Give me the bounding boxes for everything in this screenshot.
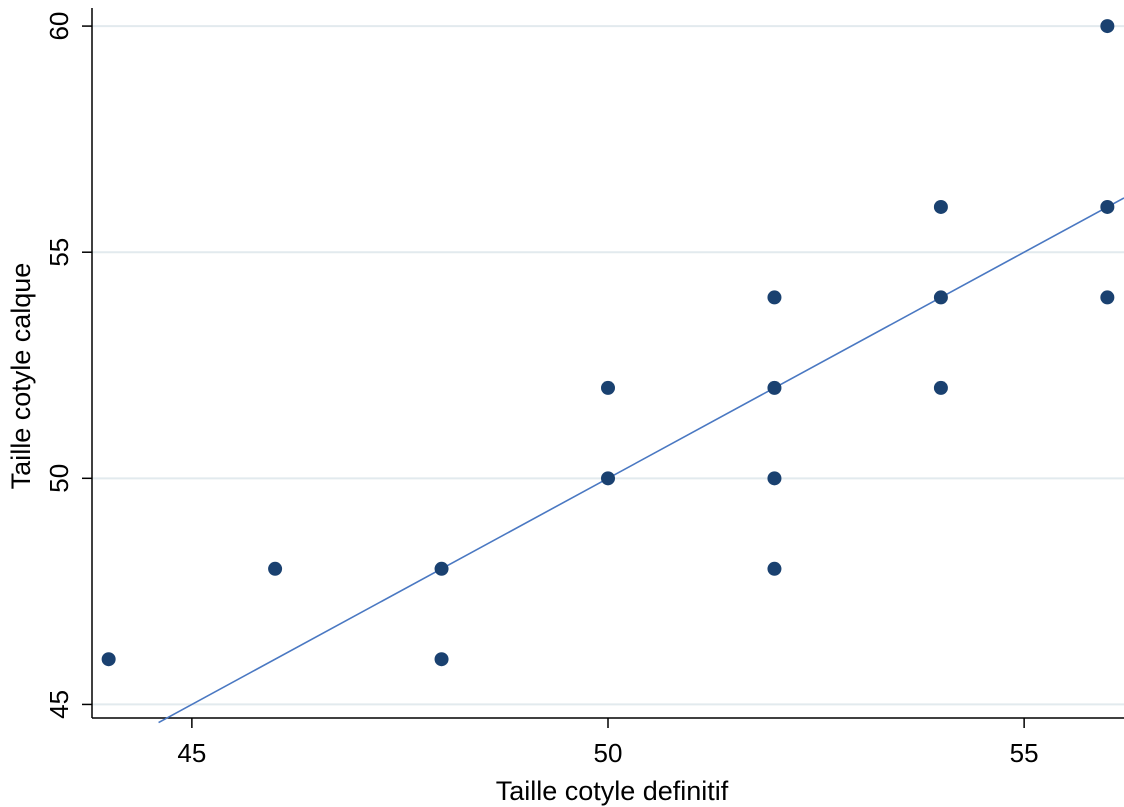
x-tick-label: 50 [594, 738, 623, 768]
scatter-point [767, 380, 782, 395]
scatter-point [268, 561, 283, 576]
axes [91, 8, 1124, 719]
scatter-point [601, 471, 615, 486]
x-tick-label: 55 [1010, 738, 1039, 768]
y-tick-label: 50 [44, 464, 74, 493]
data-points [101, 19, 1115, 667]
grid-lines [92, 25, 1124, 706]
scatter-point [767, 561, 782, 576]
scatter-point [1100, 199, 1115, 214]
fit-line-layer [158, 197, 1124, 724]
x-tick-label: 45 [177, 738, 206, 768]
scatter-point [601, 380, 615, 395]
scatter-point [434, 561, 449, 576]
scatter-point [1100, 19, 1115, 34]
scatter-point [933, 290, 948, 305]
y-tick-label: 60 [44, 12, 74, 41]
fit-line [158, 197, 1124, 724]
y-tick-label: 55 [44, 238, 74, 267]
y-axis-title: Taille cotyle calque [6, 263, 36, 490]
scatter-point [933, 199, 948, 214]
scatter-point [933, 380, 948, 395]
y-tick-label: 45 [44, 690, 74, 719]
scatter-point [434, 652, 449, 667]
scatter-point [767, 290, 782, 305]
scatter-point [767, 471, 782, 486]
x-axis-title: Taille cotyle definitif [496, 776, 729, 806]
ticks: 45 50 55 60 45 50 55 [44, 12, 1039, 768]
scatter-point [101, 652, 116, 667]
scatter-point [1100, 290, 1115, 305]
